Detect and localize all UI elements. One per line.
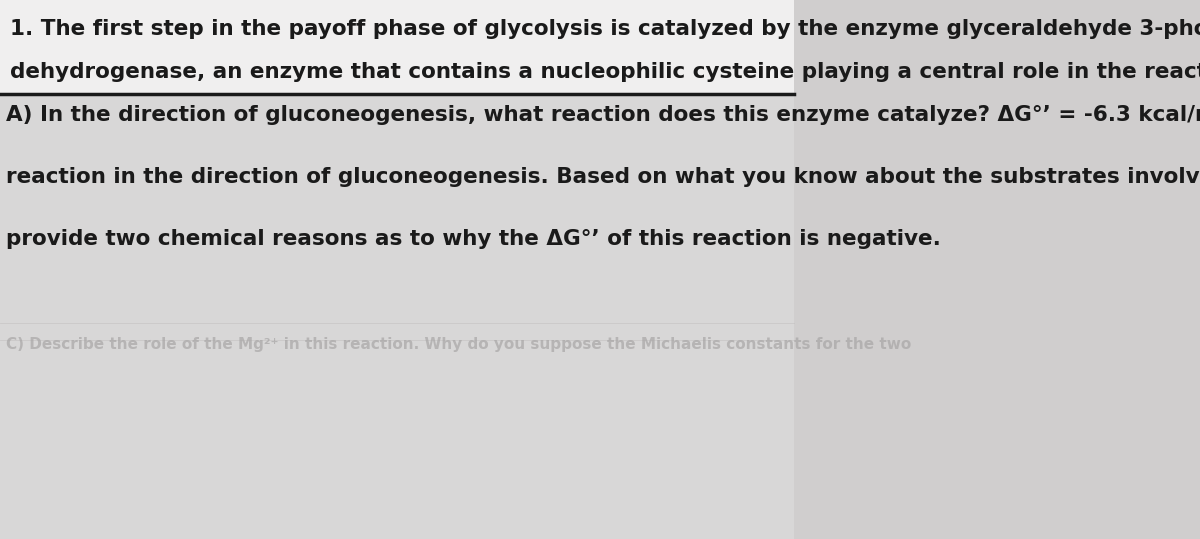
FancyBboxPatch shape <box>0 94 794 539</box>
Text: reaction in the direction of gluconeogenesis. Based on what you know about the s: reaction in the direction of gluconeogen… <box>6 167 1200 187</box>
Text: C) Describe the role of the Mg²⁺ in this reaction. Why do you suppose the Michae: C) Describe the role of the Mg²⁺ in this… <box>6 337 912 352</box>
Text: provide two chemical reasons as to why the ΔG°’ of this reaction is negative.: provide two chemical reasons as to why t… <box>6 229 941 249</box>
FancyBboxPatch shape <box>0 0 794 94</box>
Text: dehydrogenase, an enzyme that contains a nucleophilic cysteine playing a central: dehydrogenase, an enzyme that contains a… <box>10 62 1200 82</box>
Text: A) In the direction of gluconeogenesis, what reaction does this enzyme catalyze?: A) In the direction of gluconeogenesis, … <box>6 105 1200 125</box>
Text: 1. The first step in the payoff phase of glycolysis is catalyzed by the enzyme g: 1. The first step in the payoff phase of… <box>10 19 1200 39</box>
